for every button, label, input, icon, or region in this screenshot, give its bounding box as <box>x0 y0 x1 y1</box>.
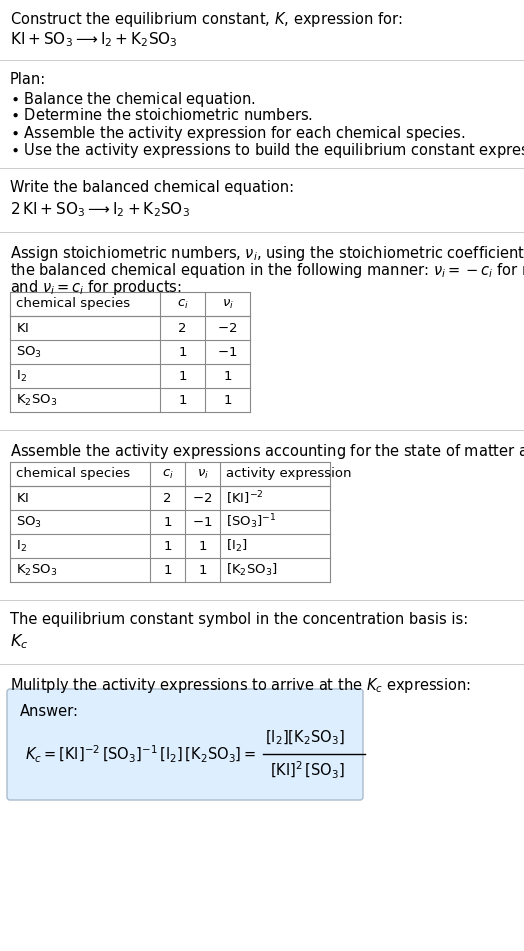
Text: $\bullet$ Use the activity expressions to build the equilibrium constant express: $\bullet$ Use the activity expressions t… <box>10 141 524 160</box>
Text: the balanced chemical equation in the following manner: $\nu_i = -c_i$ for react: the balanced chemical equation in the fo… <box>10 261 524 280</box>
Text: The equilibrium constant symbol in the concentration basis is:: The equilibrium constant symbol in the c… <box>10 612 468 627</box>
Text: chemical species: chemical species <box>16 298 130 310</box>
Text: $-1$: $-1$ <box>217 345 238 359</box>
Text: $[\mathrm{SO_3}]^{-1}$: $[\mathrm{SO_3}]^{-1}$ <box>226 513 277 532</box>
Text: Construct the equilibrium constant, $K$, expression for:: Construct the equilibrium constant, $K$,… <box>10 10 402 29</box>
Text: $K_c = [\mathrm{KI}]^{-2}\,[\mathrm{SO_3}]^{-1}\,[\mathrm{I_2}]\,[\mathrm{K_2SO_: $K_c = [\mathrm{KI}]^{-2}\,[\mathrm{SO_3… <box>25 744 256 765</box>
Text: chemical species: chemical species <box>16 468 130 480</box>
FancyBboxPatch shape <box>7 689 363 800</box>
Text: $\mathrm{KI + SO_3 \longrightarrow I_2 + K_2SO_3}$: $\mathrm{KI + SO_3 \longrightarrow I_2 +… <box>10 30 178 49</box>
Text: Mulitply the activity expressions to arrive at the $K_c$ expression:: Mulitply the activity expressions to arr… <box>10 676 471 695</box>
Text: 1: 1 <box>178 394 187 406</box>
Text: $[\mathrm{KI}]^{-2}$: $[\mathrm{KI}]^{-2}$ <box>226 489 264 507</box>
Text: $\nu_i$: $\nu_i$ <box>196 468 209 480</box>
Text: 2: 2 <box>163 492 172 504</box>
Text: $[\mathrm{KI}]^2\,[\mathrm{SO_3}]$: $[\mathrm{KI}]^2\,[\mathrm{SO_3}]$ <box>270 760 345 781</box>
Text: 1: 1 <box>223 394 232 406</box>
Text: $\nu_i$: $\nu_i$ <box>222 298 234 311</box>
Text: $[\mathrm{I_2}][\mathrm{K_2SO_3}]$: $[\mathrm{I_2}][\mathrm{K_2SO_3}]$ <box>265 728 345 747</box>
Text: 1: 1 <box>198 564 207 576</box>
Text: 2: 2 <box>178 321 187 335</box>
Text: Assemble the activity expressions accounting for the state of matter and $\nu_i$: Assemble the activity expressions accoun… <box>10 442 524 461</box>
Text: 1: 1 <box>198 539 207 553</box>
Text: $[\mathrm{I_2}]$: $[\mathrm{I_2}]$ <box>226 538 247 554</box>
Text: $\mathrm{K_2SO_3}$: $\mathrm{K_2SO_3}$ <box>16 393 57 408</box>
Text: activity expression: activity expression <box>226 468 352 480</box>
Text: $\mathrm{KI}$: $\mathrm{KI}$ <box>16 492 29 504</box>
Text: 1: 1 <box>163 515 172 529</box>
Text: Write the balanced chemical equation:: Write the balanced chemical equation: <box>10 180 294 195</box>
Text: $-1$: $-1$ <box>192 515 213 529</box>
Text: $\mathrm{I_2}$: $\mathrm{I_2}$ <box>16 368 27 383</box>
Text: 1: 1 <box>223 370 232 382</box>
Text: Plan:: Plan: <box>10 72 46 87</box>
Text: $-2$: $-2$ <box>192 492 213 504</box>
Text: 1: 1 <box>163 539 172 553</box>
Text: $[\mathrm{K_2SO_3}]$: $[\mathrm{K_2SO_3}]$ <box>226 562 278 578</box>
Text: $c_i$: $c_i$ <box>177 298 189 311</box>
Text: $c_i$: $c_i$ <box>161 468 173 480</box>
Text: $K_c$: $K_c$ <box>10 632 28 650</box>
Text: Answer:: Answer: <box>20 704 79 719</box>
Text: $-2$: $-2$ <box>217 321 237 335</box>
Text: 1: 1 <box>178 345 187 359</box>
Text: $\bullet$ Determine the stoichiometric numbers.: $\bullet$ Determine the stoichiometric n… <box>10 107 313 123</box>
Text: and $\nu_i = c_i$ for products:: and $\nu_i = c_i$ for products: <box>10 278 182 297</box>
Text: $\mathrm{KI}$: $\mathrm{KI}$ <box>16 321 29 335</box>
Text: 1: 1 <box>178 370 187 382</box>
Text: $\mathrm{2\,KI + SO_3 \longrightarrow I_2 + K_2SO_3}$: $\mathrm{2\,KI + SO_3 \longrightarrow I_… <box>10 200 190 219</box>
Text: Assign stoichiometric numbers, $\nu_i$, using the stoichiometric coefficients, $: Assign stoichiometric numbers, $\nu_i$, … <box>10 244 524 263</box>
Text: $\mathrm{I_2}$: $\mathrm{I_2}$ <box>16 538 27 553</box>
Text: $\mathrm{SO_3}$: $\mathrm{SO_3}$ <box>16 344 42 359</box>
Text: $\bullet$ Assemble the activity expression for each chemical species.: $\bullet$ Assemble the activity expressi… <box>10 124 465 143</box>
Text: $\bullet$ Balance the chemical equation.: $\bullet$ Balance the chemical equation. <box>10 90 255 109</box>
Text: $\mathrm{SO_3}$: $\mathrm{SO_3}$ <box>16 514 42 530</box>
Text: 1: 1 <box>163 564 172 576</box>
Text: $\mathrm{K_2SO_3}$: $\mathrm{K_2SO_3}$ <box>16 562 57 577</box>
